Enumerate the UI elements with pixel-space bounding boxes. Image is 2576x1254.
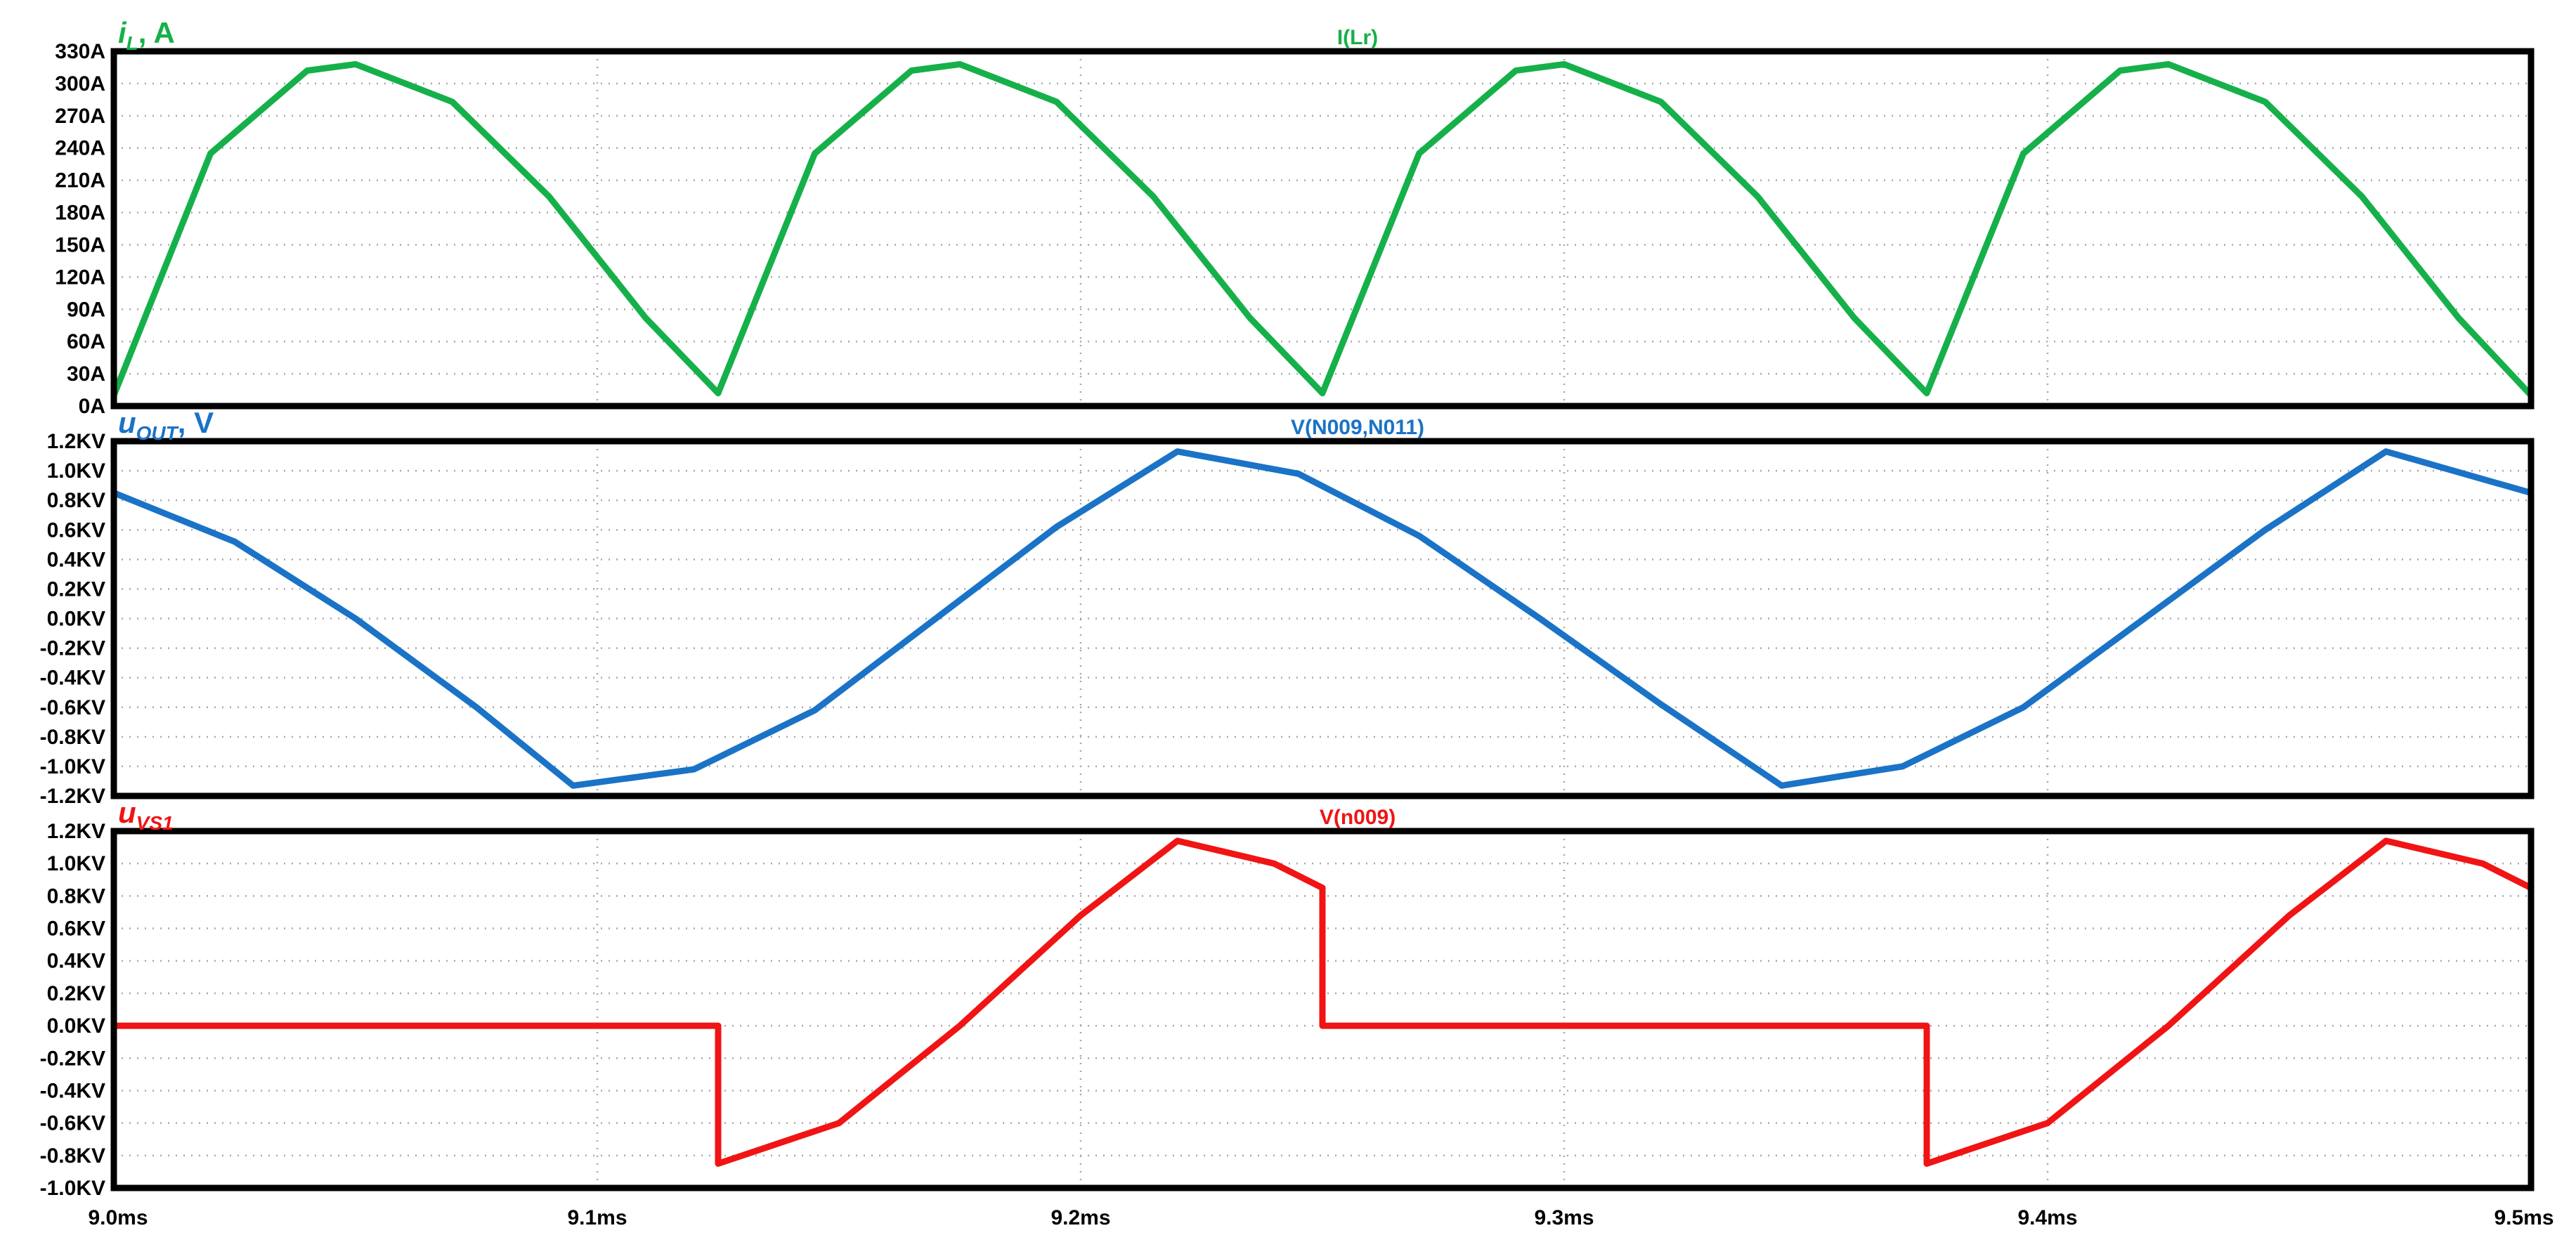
trace-title: V(n009) (1320, 806, 1396, 829)
series-line (110, 448, 2535, 789)
y-tick-label: -1.0KV (40, 755, 105, 778)
panel-2: -1.0KV -0.8KV -0.6KV -0.4KV -0.2KV 0.0KV 0.2KV… (40, 796, 2535, 1200)
y-tick-label: 270A (55, 105, 105, 128)
corner-label: uOUT, V (118, 406, 214, 444)
y-tick-label: 0.6KV (47, 917, 105, 941)
y-tick-label: -0.4KV (40, 1079, 105, 1102)
y-tick-label: 120A (55, 266, 105, 289)
y-tick-label: 0.0KV (47, 608, 105, 631)
y-tick-label: -0.8KV (40, 726, 105, 749)
y-tick-label: 60A (67, 330, 105, 353)
corner-label: iL, A (118, 16, 175, 54)
y-tick-label: 150A (55, 233, 105, 256)
y-tick-label: -0.6KV (40, 1112, 105, 1135)
corner-label-sub: OUT (136, 422, 180, 444)
y-tick-label: 240A (55, 137, 105, 160)
y-tick-label: 1.2KV (47, 820, 105, 843)
corner-label-tail: , V (178, 406, 214, 439)
plot-frame (110, 438, 2535, 799)
y-tick-label: 0.8KV (47, 489, 105, 512)
y-tick-label: 90A (67, 298, 105, 321)
x-tick-label: 9.3ms (1534, 1206, 1594, 1229)
x-tick-label: 9.5ms (2494, 1206, 2554, 1229)
y-tick-label: 1.0KV (47, 459, 105, 483)
plot-frame (110, 828, 2535, 1191)
x-tick-label: 9.4ms (2017, 1206, 2077, 1229)
y-tick-label: 300A (55, 72, 105, 96)
corner-label-main: i (118, 16, 127, 49)
x-tick-label: 9.0ms (88, 1206, 148, 1229)
y-tick-label: -0.4KV (40, 667, 105, 690)
trace-title: V(N009,N011) (1291, 416, 1424, 439)
x-tick-label: 9.2ms (1050, 1206, 1110, 1229)
y-tick-label: 0A (79, 395, 105, 418)
panel-0: 0A 30A 60A 90A 120A 150A 180A 210A 240A 270A 300A 3… (55, 16, 2535, 418)
trace-title: I(Lr) (1337, 26, 1378, 49)
y-tick-label: 1.2KV (47, 430, 105, 453)
panel-1: -1.2KV -1.0KV -0.8KV -0.6KV -0.4KV -0.2KV 0.0K… (40, 406, 2535, 808)
y-tick-label: 0.4KV (47, 950, 105, 973)
series-line (110, 837, 2535, 1167)
plot-frame (110, 48, 2535, 410)
y-tick-label: -0.2KV (40, 637, 105, 660)
y-tick-label: -0.6KV (40, 696, 105, 719)
corner-label-main: u (118, 796, 136, 829)
y-tick-label: -0.8KV (40, 1144, 105, 1168)
corner-label-sub: L (126, 32, 138, 54)
y-tick-label: 0.2KV (47, 577, 105, 601)
y-tick-label: 330A (55, 40, 105, 63)
y-tick-label: 180A (55, 202, 105, 225)
corner-label-tail: , A (138, 16, 175, 49)
y-tick-label: 0.0KV (47, 1014, 105, 1038)
y-tick-label: 210A (55, 169, 105, 192)
y-tick-label: 30A (67, 363, 105, 386)
y-tick-label: -0.2KV (40, 1047, 105, 1070)
corner-label-sub: VS1 (136, 812, 174, 834)
series-line (110, 60, 2535, 399)
y-tick-label: 0.2KV (47, 982, 105, 1005)
x-tick-label: 9.1ms (567, 1206, 627, 1229)
y-tick-label: 0.6KV (47, 518, 105, 542)
y-tick-label: 0.4KV (47, 548, 105, 571)
y-tick-label: 0.8KV (47, 884, 105, 908)
y-tick-label: 1.0KV (47, 852, 105, 875)
y-tick-label: -1.0KV (40, 1177, 105, 1200)
corner-label-main: u (118, 406, 136, 439)
corner-label: uVS1 (118, 796, 174, 834)
y-tick-label: -1.2KV (40, 785, 105, 808)
